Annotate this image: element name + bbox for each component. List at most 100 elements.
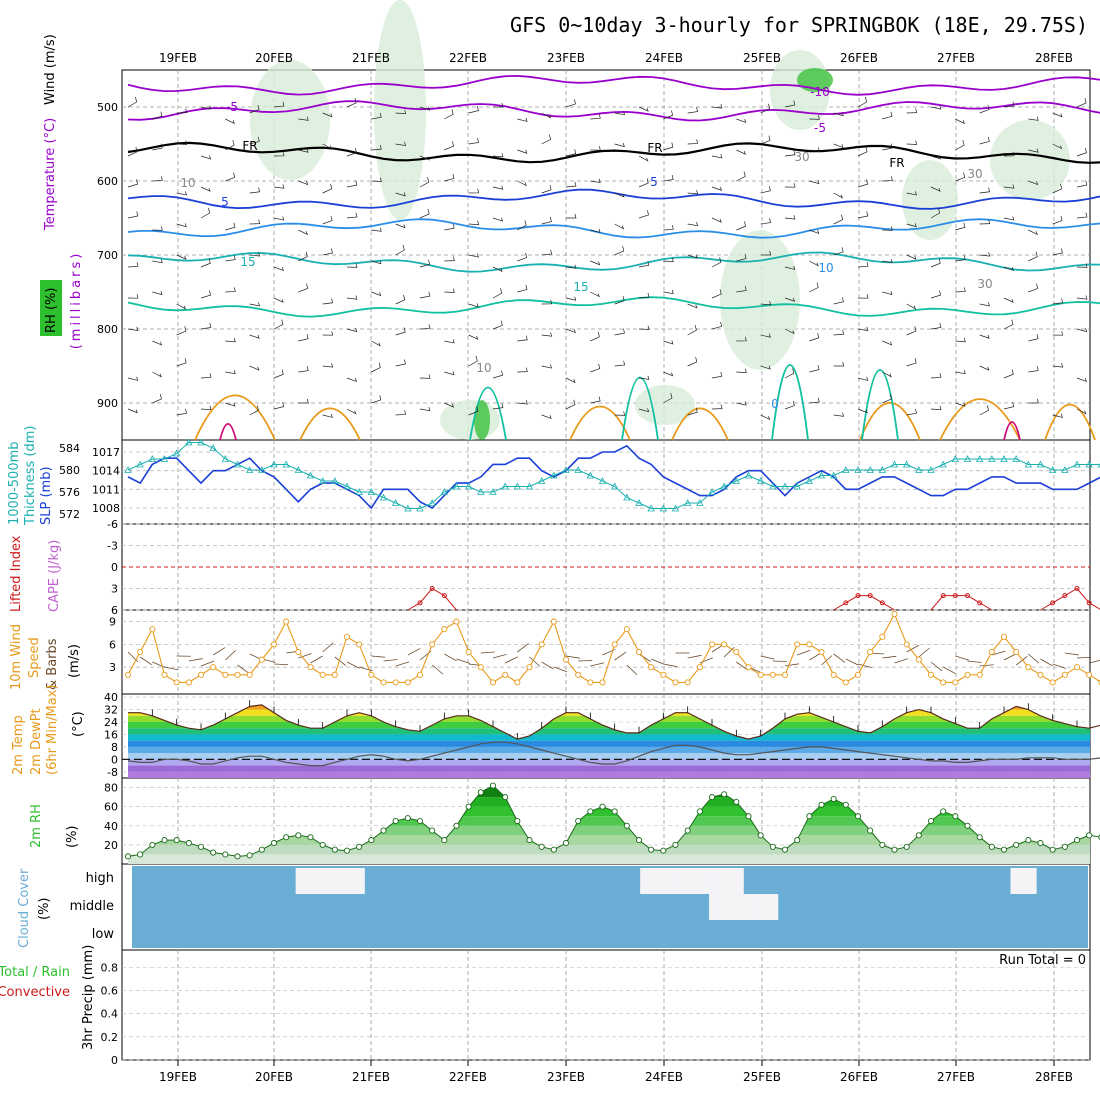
date-label-top: 19FEB bbox=[159, 51, 197, 65]
cloud-cell bbox=[743, 894, 753, 920]
temp-tick-label: 0 bbox=[111, 753, 118, 766]
precip-total-label: Total / Rain bbox=[0, 965, 70, 980]
wind-barb bbox=[809, 147, 820, 152]
rh-shading bbox=[902, 160, 958, 240]
series-marker bbox=[757, 671, 764, 678]
series-marker bbox=[222, 671, 229, 678]
wind-barb bbox=[200, 105, 212, 110]
cape-label-group: Lifted Index CAPE (J/kg) bbox=[9, 535, 62, 612]
wind-barb bbox=[200, 373, 212, 379]
series-marker bbox=[988, 455, 996, 462]
wind-barb bbox=[979, 664, 994, 667]
series-marker bbox=[270, 839, 278, 847]
lifted-index-marker bbox=[867, 593, 873, 599]
date-label-bottom: 21FEB bbox=[352, 1070, 390, 1084]
wind-barb bbox=[833, 214, 844, 225]
series-marker bbox=[623, 626, 630, 633]
wind-barb bbox=[565, 377, 576, 384]
wind-barb bbox=[273, 151, 285, 157]
series-marker bbox=[769, 671, 776, 678]
wind-barb bbox=[566, 213, 577, 219]
temp-band bbox=[128, 765, 1090, 772]
series-marker bbox=[368, 671, 375, 678]
wind-barb bbox=[565, 328, 576, 334]
contour-label: -5 bbox=[814, 121, 826, 135]
wind-barb bbox=[346, 180, 358, 188]
wind-barb bbox=[492, 288, 503, 299]
wind-barb bbox=[444, 256, 455, 262]
wind-barb bbox=[273, 216, 285, 221]
wind-label-group: 10m Wind Speed (m/s) & Barbs bbox=[9, 624, 82, 690]
wind-barb bbox=[152, 291, 163, 296]
wind-barb bbox=[906, 303, 917, 310]
wind-barb bbox=[1052, 663, 1067, 669]
rh-band bbox=[128, 835, 1090, 845]
precip-tick-label: 0.2 bbox=[101, 1031, 119, 1044]
cloud-cell bbox=[760, 894, 770, 920]
series-marker bbox=[623, 493, 631, 501]
pressure-tick-label: 500 bbox=[97, 101, 118, 114]
wind-barb bbox=[1028, 180, 1039, 186]
wind-barb bbox=[1052, 363, 1064, 368]
wind-barb bbox=[736, 401, 747, 406]
wind-barb bbox=[1076, 180, 1088, 188]
series-marker bbox=[696, 499, 704, 506]
rh-band bbox=[128, 844, 1090, 855]
series-marker bbox=[587, 679, 594, 686]
wind-barb bbox=[857, 663, 872, 669]
date-label-bottom: 19FEB bbox=[159, 1070, 197, 1084]
wind-barb bbox=[614, 411, 626, 416]
wind-barb bbox=[298, 116, 309, 121]
series-marker bbox=[684, 827, 691, 834]
series-marker bbox=[1000, 846, 1008, 853]
wind-barb bbox=[176, 191, 187, 196]
panel-backgrounds bbox=[121, 69, 1091, 1061]
wind-barb bbox=[760, 300, 772, 306]
wind-barb bbox=[894, 658, 908, 664]
wind-barb bbox=[979, 302, 990, 307]
series-marker bbox=[599, 803, 606, 810]
lifted-index-marker bbox=[940, 593, 946, 599]
wind-barb bbox=[1028, 229, 1038, 236]
wind-barb bbox=[359, 666, 373, 672]
wind-barb bbox=[930, 405, 942, 411]
cloud-cell bbox=[752, 894, 762, 920]
wind-barb bbox=[395, 410, 407, 416]
series-marker bbox=[1024, 460, 1033, 468]
wind-barb bbox=[395, 327, 406, 336]
wind-barb bbox=[833, 247, 844, 256]
series-marker bbox=[319, 671, 326, 678]
series-marker bbox=[331, 846, 338, 853]
series-marker bbox=[380, 827, 387, 834]
contour-label: FR bbox=[889, 156, 904, 170]
wind-barb bbox=[857, 262, 869, 268]
series-marker bbox=[429, 827, 436, 834]
wind-barb bbox=[711, 217, 722, 223]
series-marker bbox=[988, 648, 995, 656]
wind-barb bbox=[614, 110, 626, 116]
cross-section-ylabel-group: Wind (m/s) Temperature (°C) bbox=[43, 34, 58, 231]
series-marker bbox=[696, 664, 703, 671]
wind-barb bbox=[565, 264, 577, 269]
wind-barb bbox=[1028, 148, 1039, 153]
wind-barb bbox=[310, 655, 323, 664]
wind-barb bbox=[736, 149, 747, 155]
wind-barb bbox=[663, 289, 674, 294]
thickness-label-group: 1000-500mb Thickness (dm) SLP (mb) bbox=[7, 426, 54, 526]
panels: -10 -5 -5 FR FR FR 5 5 10 15 15 0 10 30 30 30 10 bbox=[122, 0, 1100, 948]
wind-barb bbox=[273, 402, 285, 410]
wind-barb bbox=[1003, 319, 1014, 330]
wind-barb bbox=[517, 335, 528, 342]
series-marker bbox=[161, 671, 168, 678]
wind-barb bbox=[784, 215, 796, 220]
series-marker bbox=[854, 671, 862, 678]
wind-barb bbox=[979, 252, 991, 257]
wind-barb bbox=[176, 303, 187, 310]
series-marker bbox=[1086, 832, 1093, 839]
contour-label: 5 bbox=[650, 175, 658, 189]
wind-barb bbox=[517, 643, 529, 653]
wind-barb bbox=[590, 114, 601, 120]
series-marker bbox=[1073, 460, 1081, 468]
slp-tick-label: 1008 bbox=[92, 502, 120, 515]
rh-shading bbox=[990, 120, 1070, 200]
